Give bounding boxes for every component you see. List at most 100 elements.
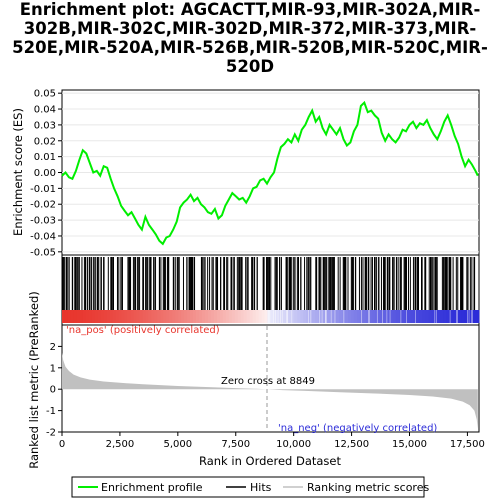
gradient-segment [377, 310, 382, 323]
gradient-segment [145, 310, 149, 323]
gradient-segment [461, 310, 465, 323]
gradient-segment [449, 310, 453, 323]
gradient-segment [443, 310, 447, 323]
es-y-tick-label: 0.03 [34, 120, 56, 131]
gradient-segment [440, 310, 444, 323]
gradient-segment [139, 310, 143, 323]
gradient-segment [264, 310, 268, 323]
legend-entry-hits: Hits [250, 481, 272, 494]
gradient-segment [184, 310, 188, 323]
gradient-segment [267, 310, 271, 323]
gradient-segment [398, 310, 402, 323]
gradient-segment [127, 310, 131, 323]
gradient-segment [413, 310, 417, 323]
gradient-segment [88, 310, 93, 323]
gradient-segment [196, 310, 200, 323]
gradient-segment [246, 310, 251, 323]
gradient-segment [216, 310, 221, 323]
gradient-segment [347, 310, 352, 323]
legend-entry-enrichment: Enrichment profile [101, 481, 203, 494]
gradient-segment [112, 310, 117, 323]
x-tick-label: 2,500 [106, 439, 135, 450]
x-axis-ticks: 0 2,500 5,000 7,500 10,000 12,500 15,000 17,500 [59, 432, 485, 450]
gradient-segment [207, 310, 212, 323]
es-y-tick-label: -0.04 [30, 231, 56, 242]
gradient-segment [237, 310, 242, 323]
gradient-segment [154, 310, 158, 323]
es-y-tick-label: 0.05 [34, 89, 56, 100]
negative-correlation-label: 'na_neg' (negatively correlated) [278, 423, 437, 434]
es-y-ticks: 0.05 0.04 0.03 0.02 0.01 0.00 -0.01 -0.02 -0.03 -… [30, 89, 62, 258]
gradient-segment [157, 310, 161, 323]
gradient-segment [252, 310, 257, 323]
gradient-segment [231, 310, 236, 323]
gradient-segment [136, 310, 140, 323]
enrichment-profile-line [61, 100, 479, 246]
es-y-axis-label: Enrichment score (ES) [11, 108, 25, 236]
gradient-segment [151, 310, 155, 323]
metric-y-tick-label: -1 [46, 406, 56, 417]
gradient-segment [199, 310, 203, 323]
gradient-segment [428, 310, 432, 323]
gradient-segment [76, 310, 81, 323]
gradient-segment [294, 310, 298, 323]
gradient-segment [169, 310, 173, 323]
gradient-segment [389, 310, 394, 323]
gradient-segment [416, 310, 420, 323]
x-tick-label: 17,500 [450, 439, 485, 450]
gradient-segment [172, 310, 176, 323]
gradient-segment [321, 310, 325, 323]
gradient-segment [85, 310, 90, 323]
gradient-segment [175, 310, 179, 323]
gradient-segment [228, 310, 233, 323]
gradient-segment [255, 310, 259, 323]
x-tick-label: 7,500 [221, 439, 250, 450]
gradient-segment [219, 310, 224, 323]
gradient-segment [178, 310, 182, 323]
gradient-segment [419, 310, 423, 323]
gradient-segment [181, 310, 185, 323]
gradient-segment [425, 310, 429, 323]
gradient-segment [446, 310, 450, 323]
gradient-segment [94, 310, 99, 323]
gradient-segment [464, 310, 468, 323]
ranking-metric-area [62, 352, 478, 429]
metric-y-axis-label: Ranked list metric (PreRanked) [27, 291, 41, 469]
gradient-segment [282, 310, 286, 323]
gradient-segment [395, 310, 399, 323]
x-tick-label: 15,000 [392, 439, 427, 450]
gradient-segment [115, 310, 119, 323]
gradient-segment [166, 310, 170, 323]
gradient-segment [222, 310, 227, 323]
x-tick-label: 0 [59, 439, 65, 450]
es-y-tick-label: 0.02 [34, 136, 56, 147]
zero-cross-label: Zero cross at 8849 [221, 376, 315, 387]
gradient-segment [243, 310, 248, 323]
es-y-tick-label: 0.00 [34, 168, 56, 179]
legend-frame [71, 476, 425, 498]
gradient-segment [109, 310, 114, 323]
gradient-segment [160, 310, 164, 323]
metric-y-tick-label: -2 [46, 428, 56, 439]
gradient-segment [371, 310, 376, 323]
metric-y-tick-label: 2 [50, 342, 56, 353]
gradient-segment [249, 310, 254, 323]
gradient-segment [73, 310, 78, 323]
gradient-segment [312, 310, 316, 323]
gradient-segment [383, 310, 388, 323]
gradient-segment [62, 310, 66, 323]
gradient-segment [70, 310, 75, 323]
gradient-segment [121, 310, 125, 323]
gradient-segment [133, 310, 137, 323]
x-tick-label: 12,500 [334, 439, 369, 450]
legend: Enrichment profile Hits Ranking metric s… [71, 476, 429, 498]
hit-lines [62, 257, 476, 310]
gradient-segment [407, 310, 411, 323]
gradient-segment [64, 310, 69, 323]
gradient-segment [79, 310, 84, 323]
gradient-segment [234, 310, 239, 323]
gradient-segment [315, 310, 319, 323]
gradient-segment [473, 310, 477, 323]
gradient-segment [91, 310, 96, 323]
